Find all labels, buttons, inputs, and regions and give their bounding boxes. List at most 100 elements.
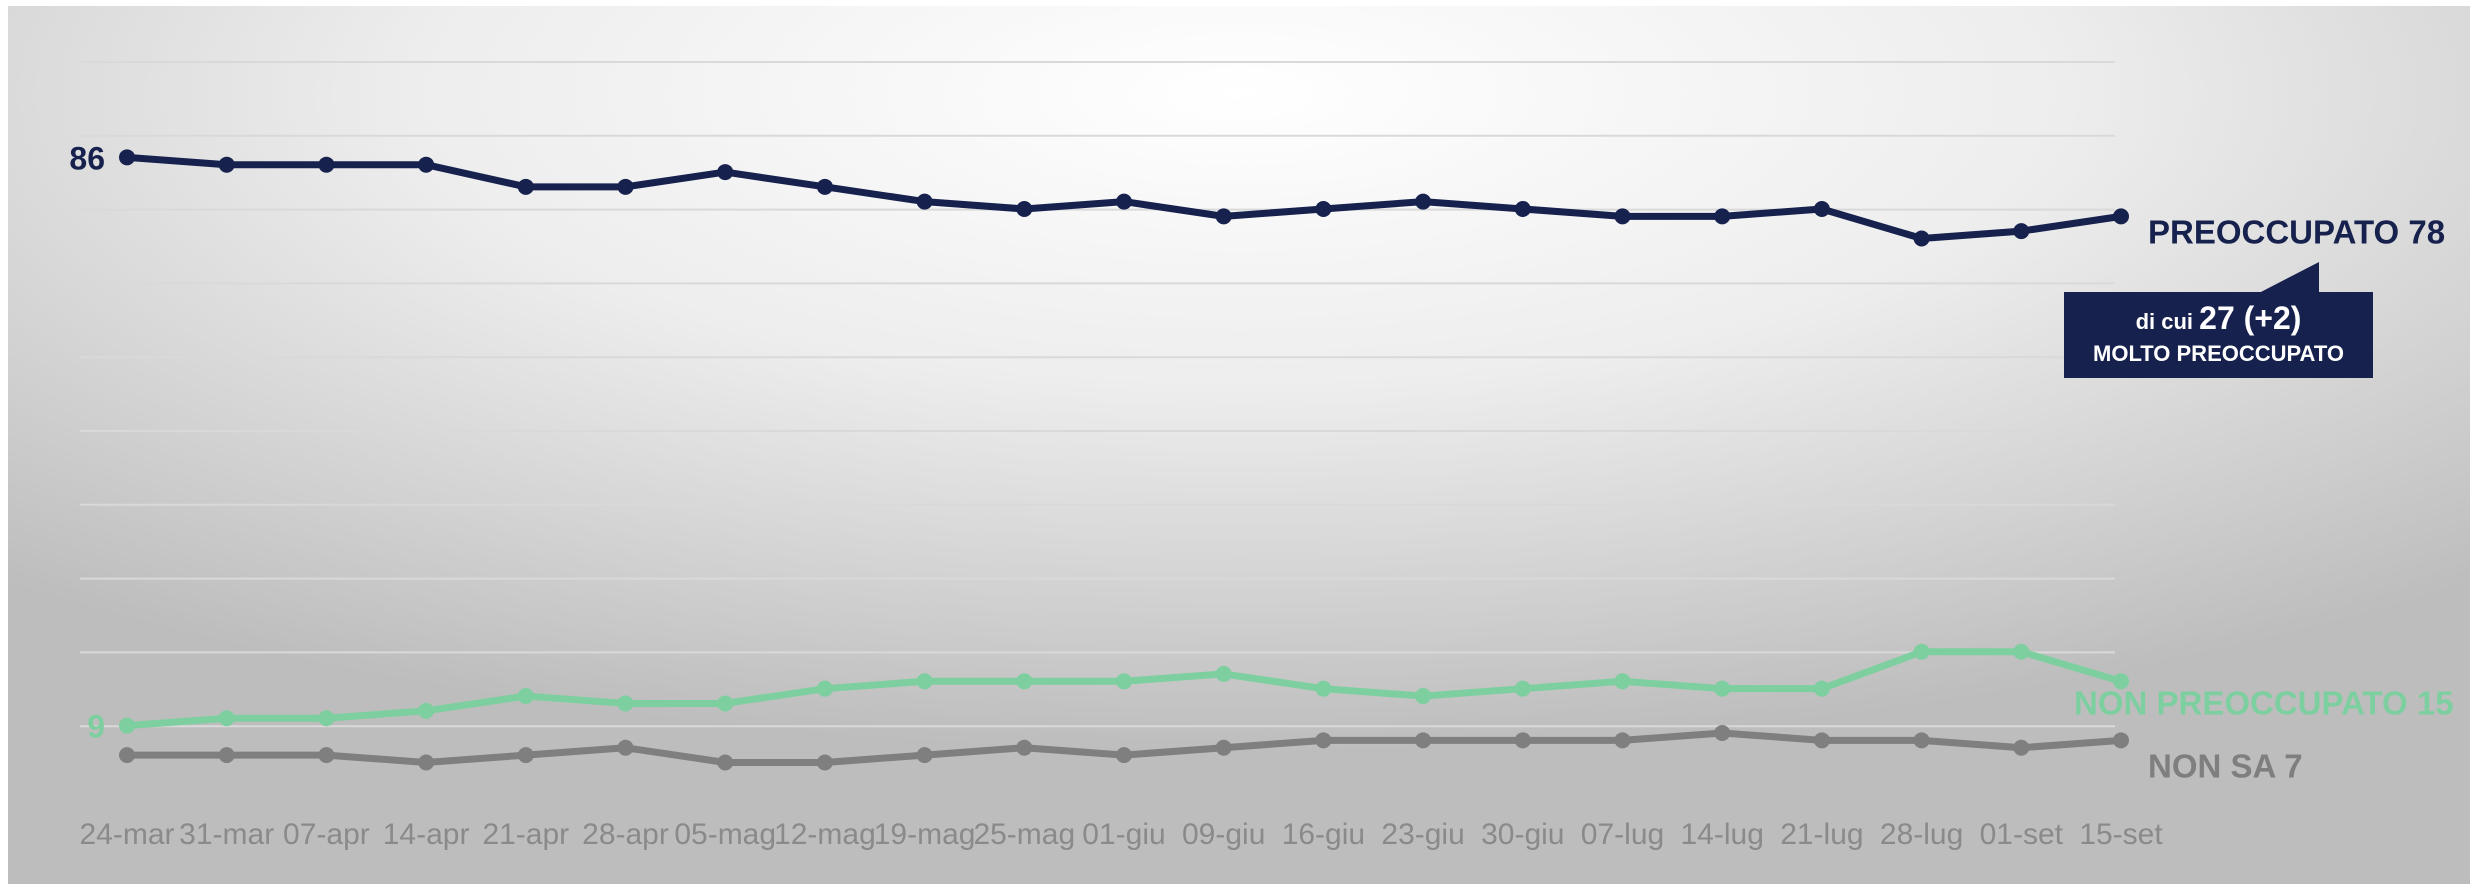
data-point xyxy=(1813,680,1830,697)
data-point xyxy=(1514,200,1531,217)
data-point xyxy=(1514,732,1531,749)
data-point xyxy=(218,747,235,764)
x-tick-label: 28-lug xyxy=(1880,818,1963,851)
data-point xyxy=(1415,193,1432,210)
x-tick-label: 25-mag xyxy=(973,818,1075,851)
data-point xyxy=(916,193,933,210)
data-point xyxy=(119,747,135,764)
callout-value: 27 (+2) xyxy=(2199,300,2302,336)
data-point xyxy=(1116,747,1132,764)
data-point xyxy=(717,164,734,181)
data-point xyxy=(717,695,734,712)
series-start-label: 9 xyxy=(87,709,105,745)
x-tick-label: 28-apr xyxy=(582,818,669,851)
data-point xyxy=(218,156,235,173)
data-point xyxy=(119,149,135,166)
x-tick-label: 05-mag xyxy=(674,818,776,851)
x-tick-label: 16-giu xyxy=(1282,818,1365,851)
x-tick-label: 19-mag xyxy=(874,818,976,851)
data-point xyxy=(1913,732,1930,749)
x-axis-ticks: 24-mar 31-mar 07-apr 14-apr 21-apr 28-apr 05-m… xyxy=(79,818,2163,851)
data-point xyxy=(1714,208,1731,225)
data-point xyxy=(418,702,435,719)
data-point xyxy=(1116,673,1132,690)
x-tick-label: 14-lug xyxy=(1680,818,1763,851)
series-end-label: PREOCCUPATO 78 xyxy=(2148,213,2445,250)
gridlines xyxy=(80,61,2115,801)
x-tick-label: 31-mar xyxy=(179,818,274,851)
x-tick-label: 15-set xyxy=(2079,818,2163,851)
data-point xyxy=(916,747,933,764)
data-point xyxy=(1614,208,1631,225)
data-point xyxy=(418,156,435,173)
x-tick-label: 07-lug xyxy=(1581,818,1664,851)
data-point xyxy=(1215,739,1232,756)
data-point xyxy=(1215,665,1232,682)
data-point xyxy=(2013,739,2030,756)
data-point xyxy=(318,156,335,173)
data-point xyxy=(1614,732,1631,749)
data-point xyxy=(617,178,634,195)
data-point xyxy=(517,688,534,705)
data-point xyxy=(1415,732,1432,749)
data-point xyxy=(1913,643,1930,660)
data-point xyxy=(1315,732,1332,749)
series-end-label: NON PREOCCUPATO 15 xyxy=(2074,684,2454,721)
data-point xyxy=(1514,680,1531,697)
x-tick-label: 21-apr xyxy=(482,818,569,851)
data-point xyxy=(617,739,634,756)
x-tick-label: 24-mar xyxy=(79,818,174,851)
data-point xyxy=(119,717,135,734)
callout-pointer xyxy=(2257,262,2319,294)
data-point xyxy=(1714,680,1731,697)
data-point xyxy=(517,178,534,195)
data-point xyxy=(318,747,335,764)
callout-molto-preoccupato: di cui 27 (+2) MOLTO PREOCCUPATO xyxy=(2064,292,2373,378)
data-point xyxy=(816,178,833,195)
series-start-label: 86 xyxy=(69,140,105,176)
data-point xyxy=(816,754,833,771)
data-point xyxy=(1714,724,1731,741)
data-point xyxy=(1315,680,1332,697)
x-tick-label: 21-lug xyxy=(1780,818,1863,851)
data-point xyxy=(517,747,534,764)
data-point xyxy=(1016,739,1033,756)
plot-background xyxy=(8,6,2470,884)
x-tick-label: 01-set xyxy=(1980,818,2064,851)
data-point xyxy=(1016,200,1033,217)
data-point xyxy=(816,680,833,697)
data-point xyxy=(1614,673,1631,690)
data-point xyxy=(2113,208,2129,225)
data-point xyxy=(717,754,734,771)
data-point xyxy=(1913,230,1930,247)
x-tick-label: 23-giu xyxy=(1381,818,1464,851)
data-point xyxy=(1016,673,1033,690)
data-point xyxy=(1813,732,1830,749)
data-point xyxy=(418,754,435,771)
data-point xyxy=(318,710,335,727)
x-tick-label: 07-apr xyxy=(283,818,370,851)
x-tick-label: 30-giu xyxy=(1481,818,1564,851)
x-tick-label: 09-giu xyxy=(1182,818,1265,851)
data-point xyxy=(1415,688,1432,705)
data-point xyxy=(218,710,235,727)
data-point xyxy=(1215,208,1232,225)
data-point xyxy=(2013,643,2030,660)
series-end-label: NON SA 7 xyxy=(2148,747,2303,784)
data-point xyxy=(1116,193,1132,210)
series-labels: PREOCCUPATO 78 86 NON PREOCCUPATO 15 9 NON S… xyxy=(69,140,2453,784)
data-point xyxy=(1315,200,1332,217)
data-point xyxy=(617,695,634,712)
data-point xyxy=(2113,673,2129,690)
data-point xyxy=(1813,200,1830,217)
x-tick-label: 12-mag xyxy=(774,818,876,851)
x-tick-label: 01-giu xyxy=(1082,818,1165,851)
data-point xyxy=(916,673,933,690)
callout-label: MOLTO PREOCCUPATO xyxy=(2093,341,2344,366)
series-layer xyxy=(119,149,2129,771)
x-tick-label: 14-apr xyxy=(383,818,470,851)
callout-prefix: di cui xyxy=(2135,309,2194,334)
data-point xyxy=(2013,223,2030,240)
